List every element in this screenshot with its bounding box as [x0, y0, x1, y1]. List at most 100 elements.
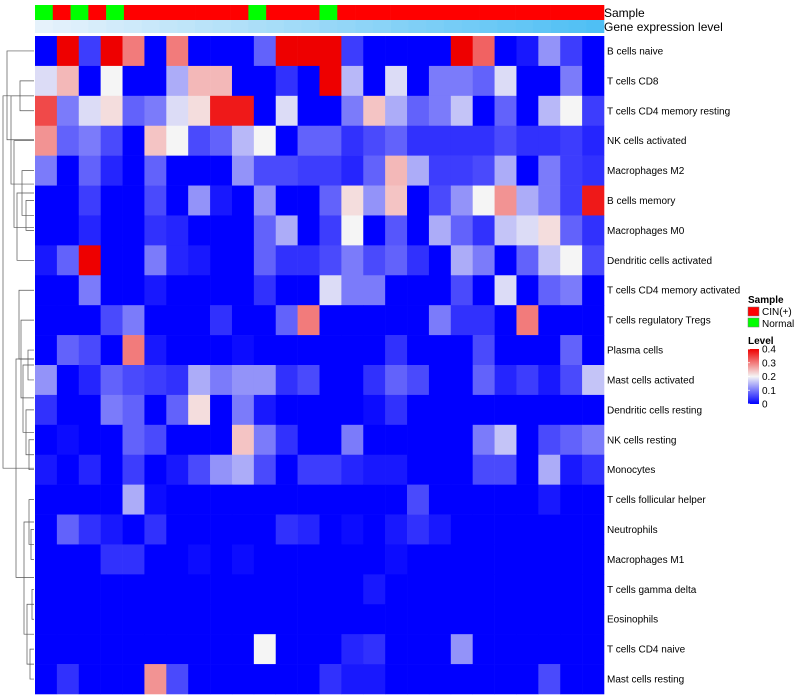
heatmap-cell: [35, 335, 58, 366]
heatmap-cell: [210, 514, 233, 545]
heatmap-cell: [35, 305, 58, 336]
heatmap-cell: [494, 514, 517, 545]
heatmap-cell: [122, 484, 145, 515]
heatmap-cell: [560, 215, 583, 246]
heatmap-cell: [188, 245, 211, 276]
heatmap-cell: [35, 95, 58, 127]
heatmap-cell: [385, 65, 408, 97]
heatmap-cell: [100, 394, 123, 426]
row-label: Neutrophils: [607, 525, 658, 536]
heatmap-cell: [428, 634, 452, 665]
heatmap-cell: [144, 155, 167, 186]
heatmap-cell: [122, 424, 145, 456]
heatmap-cell: [385, 155, 408, 186]
heatmap-cell: [319, 155, 342, 186]
expression-annotation-cell: [586, 20, 605, 33]
expression-annotation-cell: [70, 20, 89, 33]
sample-annotation-cell: [550, 5, 569, 20]
heatmap-cell: [122, 394, 145, 426]
sample-annotation-cell: [408, 5, 427, 20]
expression-annotation-cell: [408, 20, 427, 33]
heatmap-cell: [385, 245, 408, 276]
heatmap-cell: [319, 365, 342, 396]
heatmap-cell: [166, 424, 189, 456]
heatmap-cell: [363, 365, 386, 396]
heatmap-cell: [78, 574, 101, 605]
heatmap-cell: [494, 185, 517, 216]
heatmap-cell: [538, 65, 561, 97]
heatmap-cell: [188, 65, 211, 97]
heatmap-cell: [166, 245, 189, 276]
heatmap-cell: [166, 514, 189, 545]
heatmap-cell: [582, 544, 605, 575]
heatmap-cell: [56, 65, 80, 97]
heatmap-cell: [428, 155, 452, 186]
expression-annotation-cell: [461, 20, 480, 33]
heatmap-cell: [516, 36, 539, 67]
heatmap-cell: [319, 454, 342, 485]
heatmap-cell: [319, 394, 342, 426]
heatmap-cell: [494, 604, 517, 635]
heatmap-cell: [188, 544, 211, 575]
expression-annotation-cell: [195, 20, 214, 33]
heatmap-cell: [494, 365, 517, 396]
heatmap-cell: [56, 574, 80, 605]
expression-annotation-cell: [88, 20, 107, 33]
heatmap-cell: [582, 245, 605, 276]
heatmap-cell: [494, 484, 517, 515]
heatmap-cell: [297, 454, 320, 485]
heatmap-cell: [56, 185, 80, 216]
heatmap-cell: [428, 335, 452, 366]
heatmap-cell: [122, 65, 145, 97]
heatmap-cell: [297, 185, 320, 216]
heatmap-cell: [210, 155, 233, 186]
heatmap-cell: [494, 65, 517, 97]
heatmap-cell: [166, 544, 189, 575]
heatmap-cell: [472, 574, 495, 605]
heatmap-cell: [341, 215, 364, 246]
heatmap-cell: [297, 514, 320, 545]
heatmap-cell: [231, 245, 255, 276]
heatmap-cell: [210, 484, 233, 515]
heatmap-cell: [210, 275, 233, 306]
heatmap-cell: [100, 125, 123, 156]
heatmap-cell: [385, 454, 408, 485]
expression-annotation-cell: [159, 20, 178, 33]
heatmap-cell: [144, 634, 167, 665]
heatmap-cell: [166, 36, 189, 67]
heatmap-cell: [231, 544, 255, 575]
heatmap-cell: [319, 544, 342, 575]
heatmap-cell: [363, 125, 386, 156]
heatmap-cell: [582, 424, 605, 456]
heatmap-cell: [100, 215, 123, 246]
heatmap-cell: [297, 125, 320, 156]
dendrogram-link: [23, 521, 34, 635]
heatmap-cell: [35, 454, 58, 485]
heatmap-cell: [275, 185, 298, 216]
heatmap-cell: [35, 275, 58, 306]
heatmap-cell: [560, 335, 583, 366]
heatmap-cell: [319, 95, 342, 127]
heatmap-cell: [450, 604, 473, 635]
heatmap-cell: [560, 245, 583, 276]
sample-annotation-cell: [88, 5, 107, 20]
heatmap-cell: [122, 155, 145, 186]
heatmap-cell: [188, 275, 211, 306]
heatmap-cell: [100, 155, 123, 186]
heatmap-cell: [210, 305, 233, 336]
heatmap-cell: [166, 215, 189, 246]
heatmap-cell: [166, 95, 189, 127]
heatmap-cell: [472, 544, 495, 575]
heatmap-cell: [341, 484, 364, 515]
heatmap-cell: [253, 275, 277, 306]
expression-annotation-cell: [515, 20, 534, 33]
heatmap-cell: [516, 544, 539, 575]
legend-level-title: Level: [748, 336, 774, 347]
heatmap-cell: [188, 604, 211, 635]
heatmap-cell: [297, 604, 320, 635]
heatmap-cell: [319, 215, 342, 246]
heatmap-cell: [407, 394, 430, 426]
heatmap-cell: [100, 514, 123, 545]
heatmap-cell: [231, 574, 255, 605]
row-label: Monocytes: [607, 465, 655, 476]
